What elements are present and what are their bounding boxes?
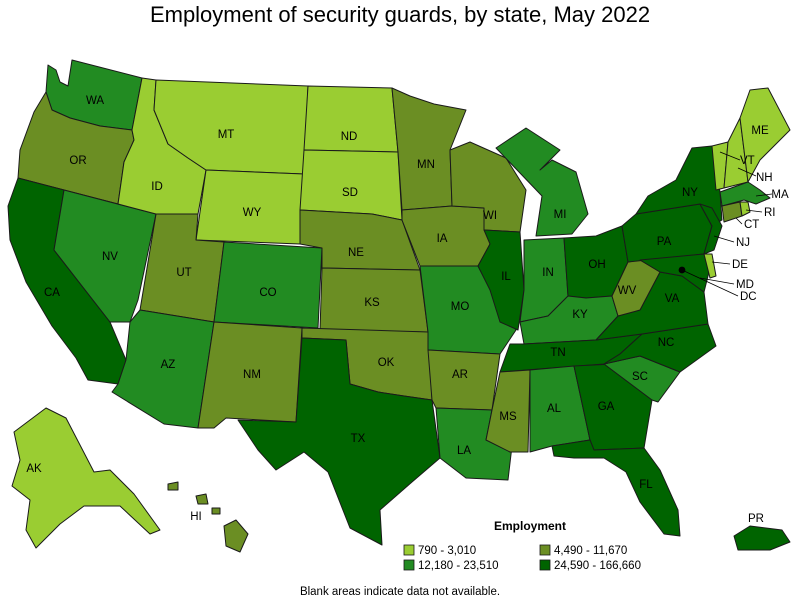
- legend-swatch-1: [403, 544, 415, 556]
- label-or: OR: [69, 155, 86, 167]
- label-tx: TX: [351, 433, 366, 445]
- legend-swatch-3: [403, 559, 415, 571]
- state-il[interactable]: [477, 229, 525, 331]
- legend-label-4: 24,590 - 166,660: [554, 560, 641, 572]
- state-fl[interactable]: [551, 439, 681, 537]
- legend-title: Employment: [494, 519, 566, 533]
- label-pa: PA: [657, 236, 672, 248]
- label-fl: FL: [639, 479, 653, 491]
- label-wi: WI: [483, 210, 497, 222]
- legend-swatch-2: [539, 544, 551, 556]
- footnote: Blank areas indicate data not available.: [300, 586, 500, 598]
- legend-swatch-4: [539, 559, 551, 571]
- label-tn: TN: [550, 347, 565, 359]
- state-labels: WA OR CA NV ID MT WY UT AZ CO NM ND SD N…: [26, 95, 789, 525]
- label-mt: MT: [218, 129, 235, 141]
- label-ok: OK: [378, 357, 395, 369]
- label-ct: CT: [744, 219, 759, 231]
- label-pr: PR: [748, 513, 764, 525]
- label-ky: KY: [572, 309, 588, 321]
- state-de[interactable]: [703, 253, 717, 279]
- label-ut: UT: [176, 267, 191, 279]
- state-hi[interactable]: [167, 481, 249, 553]
- label-nd: ND: [341, 131, 358, 143]
- label-in: IN: [542, 267, 554, 279]
- label-wv: WV: [618, 285, 637, 297]
- state-pa[interactable]: [621, 203, 713, 263]
- label-mi: MI: [554, 209, 567, 221]
- map-title: Employment of security guards, by state,…: [150, 2, 650, 27]
- label-wy: WY: [243, 207, 262, 219]
- label-ga: GA: [598, 401, 615, 413]
- state-pr[interactable]: [733, 525, 791, 551]
- state-sd[interactable]: [299, 149, 403, 221]
- legend-label-1: 790 - 3,010: [418, 545, 476, 557]
- label-vt: VT: [740, 155, 755, 167]
- label-md: MD: [736, 279, 754, 291]
- state-nc[interactable]: [603, 323, 717, 373]
- label-ne: NE: [348, 247, 364, 259]
- label-nm: NM: [243, 369, 261, 381]
- legend: Employment 790 - 3,010 4,490 - 11,670 12…: [403, 519, 641, 572]
- label-dc: DC: [740, 291, 757, 303]
- label-oh: OH: [588, 259, 605, 271]
- state-co[interactable]: [213, 241, 323, 329]
- label-ks: KS: [364, 297, 380, 309]
- state-ak[interactable]: [11, 407, 161, 549]
- label-co: CO: [259, 287, 276, 299]
- label-wa: WA: [86, 95, 104, 107]
- label-az: AZ: [161, 359, 176, 371]
- label-ia: IA: [437, 233, 448, 245]
- label-sc: SC: [632, 371, 648, 383]
- label-nc: NC: [658, 337, 675, 349]
- state-ct[interactable]: [721, 201, 743, 223]
- label-ca: CA: [44, 287, 60, 299]
- label-ny: NY: [682, 187, 698, 199]
- legend-label-2: 4,490 - 11,670: [554, 545, 627, 557]
- label-nh: NH: [756, 172, 773, 184]
- state-shapes: [7, 59, 791, 553]
- label-sd: SD: [342, 187, 358, 199]
- label-ri: RI: [764, 207, 776, 219]
- label-nj: NJ: [736, 237, 750, 249]
- label-al: AL: [547, 403, 562, 415]
- label-hi: HI: [190, 511, 202, 523]
- label-nv: NV: [102, 251, 118, 263]
- label-me: ME: [751, 125, 769, 137]
- state-ri[interactable]: [739, 201, 751, 217]
- label-mn: MN: [417, 159, 435, 171]
- label-il: IL: [501, 271, 511, 283]
- state-tx[interactable]: [237, 337, 441, 546]
- label-de: DE: [732, 259, 748, 271]
- label-ma: MA: [771, 189, 789, 201]
- legend-label-3: 12,180 - 23,510: [418, 560, 499, 572]
- state-mi[interactable]: [495, 127, 589, 237]
- label-mo: MO: [451, 301, 470, 313]
- label-id: ID: [151, 181, 163, 193]
- label-va: VA: [665, 293, 680, 305]
- label-la: LA: [457, 445, 471, 457]
- state-nj[interactable]: [699, 203, 723, 255]
- leader-lines: [681, 151, 773, 297]
- label-ms: MS: [499, 411, 517, 423]
- label-ar: AR: [452, 369, 468, 381]
- label-ak: AK: [26, 463, 42, 475]
